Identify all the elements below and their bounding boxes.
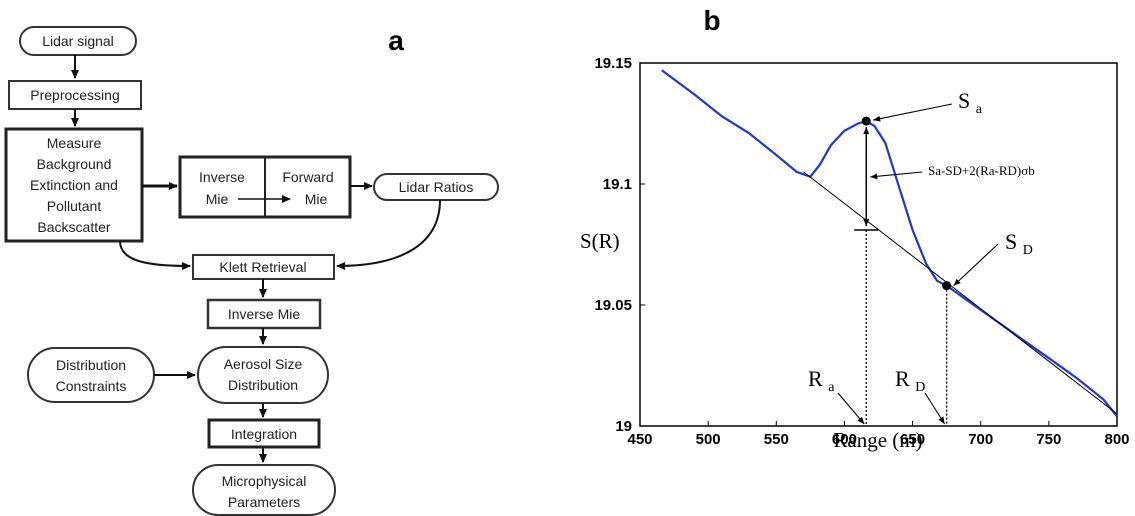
x-tick-label: 650 (900, 431, 925, 448)
annotation-rd-main: R (895, 366, 910, 391)
annotation-sa-sub: a (976, 102, 983, 117)
node-measure-line-3: Extinction and (30, 177, 118, 193)
node-integration-label: Integration (231, 426, 297, 442)
x-tick-label: 450 (627, 431, 652, 448)
node-distribution-constraints-line-1: Distribution (56, 357, 126, 373)
y-tick-label: 19.15 (594, 55, 632, 72)
panel-a-label: a (388, 25, 404, 56)
x-axis-label: Range (m) (833, 428, 922, 452)
x-tick-label: 600 (832, 431, 857, 448)
node-aerosol-line-1: Aerosol Size (224, 356, 303, 372)
node-lidar-signal-label: Lidar signal (42, 33, 114, 49)
rd-pointer-arrow (924, 392, 946, 425)
ra-pointer-arrow (837, 392, 865, 425)
node-distribution-constraints-line-2: Constraints (56, 378, 127, 394)
node-inverse-mie-label: Inverse Mie (228, 306, 301, 322)
annotation-formula: Sa-SD+2(Ra-RD)σb (928, 163, 1035, 178)
axis-ticks: 450 500 550 600 650 700 750 800 19 19.05 19.1 19.15 (594, 55, 1129, 448)
y-tick-label: 19.05 (594, 297, 632, 314)
annotation-ra-sub: a (828, 380, 835, 395)
node-forward-mie-line-1: Forward (282, 169, 333, 185)
x-tick-label: 750 (1036, 431, 1061, 448)
node-measure (4, 127, 144, 243)
x-tick-label: 550 (764, 431, 789, 448)
node-preprocessing-label: Preprocessing (30, 87, 120, 103)
y-axis-label: S(R) (580, 229, 620, 253)
node-klett-retrieval-label: Klett Retrieval (219, 259, 306, 275)
node-lidar-ratios (373, 173, 499, 201)
edge-measure-to-klett (119, 240, 191, 270)
x-tick-label: 500 (696, 431, 721, 448)
signal-series-line (661, 69, 1118, 417)
node-aerosol-line-2: Distribution (228, 377, 298, 393)
annotation-sd-sub: D (1023, 243, 1033, 258)
edge-lidar-ratios-to-klett (336, 199, 441, 270)
node-inverse-mie-line-2: Mie (206, 191, 229, 207)
plot-area (639, 62, 1118, 427)
point-sa (861, 116, 871, 126)
panel-b-label: b (703, 5, 720, 36)
node-measure-line-1: Measure (47, 135, 102, 151)
sd-pointer-arrow (953, 243, 999, 287)
node-microphysical-parameters (192, 464, 336, 516)
annotation-layer: S a S D R a R D Sa-SD+2(Ra-RD)σb (808, 88, 1035, 395)
node-measure-line-2: Background (37, 156, 112, 172)
formula-pointer-arrow (870, 171, 923, 180)
y-tick-label: 19.1 (603, 176, 632, 193)
node-lidar-ratios-label: Lidar Ratios (399, 179, 474, 195)
x-tick-label: 700 (968, 431, 993, 448)
annotation-sd-main: S (1005, 229, 1017, 254)
annotation-rd-sub: D (915, 380, 925, 395)
node-inverse-mie (206, 298, 322, 330)
annotation-ra-main: R (808, 366, 823, 391)
annotation-sa-main: S (958, 88, 970, 113)
y-tick-label: 19 (615, 418, 632, 435)
chart-panel: b 450 500 550 600 650 700 750 800 19 19.05 19.1 19.… (580, 5, 1130, 452)
node-inverse-mie-line-1: Inverse (199, 169, 245, 185)
series-layer (661, 69, 1118, 426)
annotation-rd: R D (895, 366, 925, 395)
baseline-series-line (803, 171, 1118, 415)
node-microphysical-line-1: Microphysical (222, 473, 307, 489)
x-tick-label: 800 (1104, 431, 1129, 448)
node-klett-retrieval (192, 254, 335, 280)
flowchart: a Lidar signal Preprocessing Measure Bac… (4, 25, 499, 516)
node-lidar-signal (19, 26, 137, 56)
node-measure-line-5: Backscatter (37, 219, 110, 235)
node-integration (207, 418, 321, 449)
sa-pointer-arrow (873, 103, 953, 122)
annotation-sa: S a (958, 88, 983, 117)
node-preprocessing (8, 80, 142, 110)
node-measure-line-4: Pollutant (47, 198, 102, 214)
node-microphysical-line-2: Parameters (228, 494, 300, 510)
point-sd (942, 281, 952, 291)
annotation-sd: S D (1005, 229, 1033, 258)
node-forward-mie-line-2: Mie (305, 191, 328, 207)
annotation-ra: R a (808, 366, 835, 395)
